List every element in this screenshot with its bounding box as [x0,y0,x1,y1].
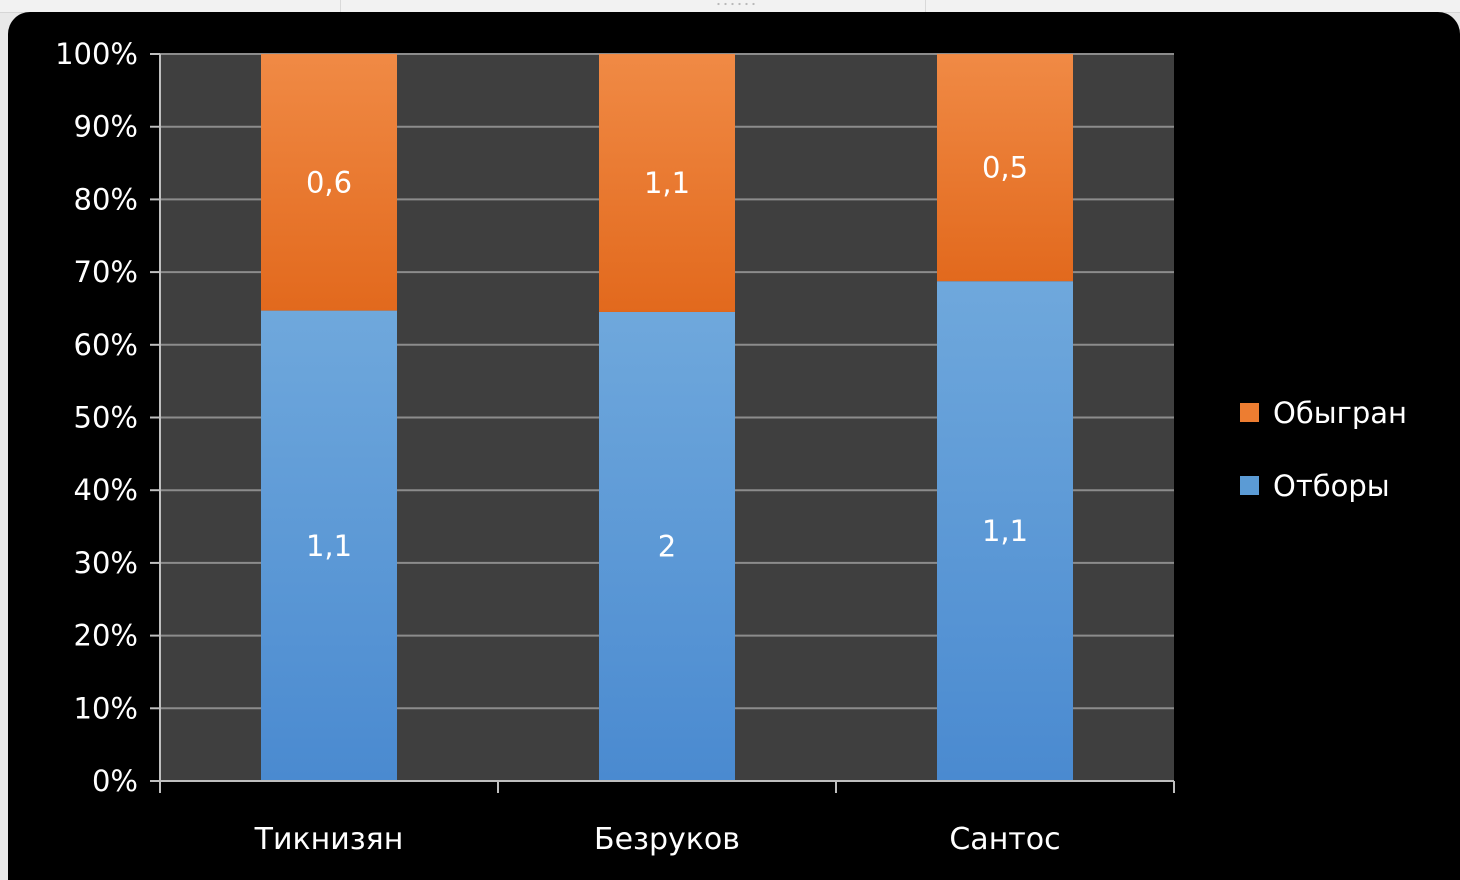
data-label: 1,1 [644,166,690,200]
chart-canvas: 0% 10% 20% 30% 40% 50% 60% 70% 80% 90% 100% Тикниз… [55,37,1407,857]
y-tick-label: 10% [74,691,138,725]
category-label: Сантос [949,822,1060,857]
y-tick-labels: 0% 10% 20% 30% 40% 50% 60% 70% 80% 90% 100% [55,37,138,798]
data-label: 2 [658,529,676,563]
legend-swatch [1240,476,1259,495]
y-tick-label: 40% [74,473,138,507]
axes [150,53,1175,793]
data-label: 1,1 [306,529,352,563]
chart[interactable]: 0% 10% 20% 30% 40% 50% 60% 70% 80% 90% 100% Тикниз… [8,12,1460,880]
category-labels: Тикнизян Безруков Сантос [254,822,1061,857]
resize-grip-icon[interactable] [715,2,759,6]
data-labels: 1,1 0,6 2 1,1 1,1 0,5 [306,151,1028,564]
bars [261,54,1073,781]
data-label: 1,1 [982,514,1028,548]
bar-otbory[interactable] [261,310,397,781]
bar-obygran[interactable] [261,54,397,311]
bar-otbory[interactable] [599,311,735,781]
legend-swatch [1240,403,1259,422]
legend[interactable]: Обыгран Отборы [1240,396,1407,503]
y-tick-label: 70% [74,255,138,289]
y-tick-label: 80% [74,182,138,216]
bar-obygran[interactable] [937,54,1073,282]
legend-label: Обыгран [1273,396,1407,430]
y-tick-label: 90% [74,110,138,144]
y-tick-label: 20% [74,619,138,653]
data-label: 0,5 [982,151,1028,185]
category-label: Безруков [594,822,740,857]
y-tick-label: 30% [74,546,138,580]
bar-otbory[interactable] [937,281,1073,781]
y-tick-label: 60% [74,328,138,362]
category-label: Тикнизян [254,822,404,857]
bar-obygran[interactable] [599,54,735,312]
legend-label: Отборы [1273,469,1390,503]
data-label: 0,6 [306,165,352,199]
y-tick-label: 50% [74,401,138,435]
y-tick-label: 100% [55,37,138,71]
y-tick-label: 0% [92,764,138,798]
